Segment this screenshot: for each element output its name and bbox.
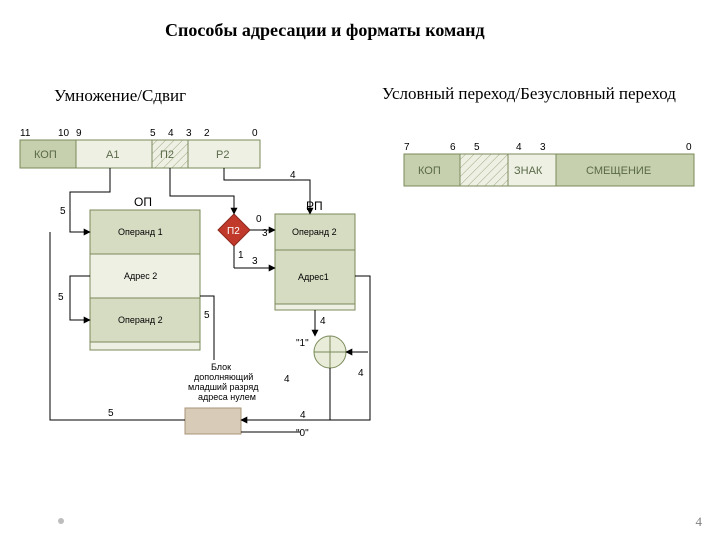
svg-text:Операнд 2: Операнд 2 bbox=[118, 315, 163, 325]
svg-text:6: 6 bbox=[450, 142, 456, 153]
svg-text:дополняющий: дополняющий bbox=[194, 372, 253, 382]
svg-text:1: 1 bbox=[238, 250, 244, 261]
svg-text:4: 4 bbox=[290, 170, 296, 181]
svg-text:ЗНАК: ЗНАК bbox=[514, 165, 543, 177]
svg-text:2: 2 bbox=[204, 128, 210, 139]
right-format: 7 6 5 4 3 0 КОП ЗНАК СМЕЩЕНИЕ bbox=[404, 142, 694, 186]
zero-pad-box bbox=[185, 408, 241, 434]
svg-text:10: 10 bbox=[58, 128, 70, 139]
svg-text:5: 5 bbox=[58, 292, 64, 303]
svg-text:4: 4 bbox=[168, 128, 174, 139]
svg-text:3: 3 bbox=[186, 128, 192, 139]
p2-diamond: П2 bbox=[218, 214, 250, 246]
svg-text:ОП: ОП bbox=[134, 195, 152, 209]
svg-text:0: 0 bbox=[256, 214, 262, 225]
svg-text:4: 4 bbox=[358, 368, 364, 379]
svg-text:"1": "1" bbox=[296, 338, 309, 349]
svg-text:0: 0 bbox=[252, 128, 258, 139]
page-number: 4 bbox=[696, 514, 703, 530]
svg-text:5: 5 bbox=[150, 128, 156, 139]
svg-text:СМЕЩЕНИЕ: СМЕЩЕНИЕ bbox=[586, 165, 651, 177]
svg-text:4: 4 bbox=[300, 410, 306, 421]
bullet-icon bbox=[58, 518, 64, 524]
svg-text:3: 3 bbox=[540, 142, 546, 153]
svg-text:11: 11 bbox=[20, 128, 31, 139]
svg-text:7: 7 bbox=[404, 142, 410, 153]
svg-text:5: 5 bbox=[60, 206, 66, 217]
svg-text:Операнд 1: Операнд 1 bbox=[118, 227, 163, 237]
svg-text:5: 5 bbox=[108, 408, 114, 419]
zero-block-label: Блок дополняющий младший разряд адреса н… bbox=[188, 362, 259, 402]
svg-text:Блок: Блок bbox=[211, 362, 231, 372]
svg-text:0: 0 bbox=[686, 142, 692, 153]
svg-text:P2: P2 bbox=[216, 149, 229, 161]
svg-text:КОП: КОП bbox=[34, 149, 57, 161]
svg-text:5: 5 bbox=[204, 310, 210, 321]
svg-text:Адрес1: Адрес1 bbox=[298, 272, 329, 282]
op-block: ОП Операнд 1 Адрес 2 Операнд 2 bbox=[90, 195, 200, 350]
svg-text:адреса нулем: адреса нулем bbox=[198, 392, 256, 402]
svg-text:Операнд 2: Операнд 2 bbox=[292, 227, 337, 237]
svg-text:9: 9 bbox=[76, 128, 82, 139]
svg-text:КОП: КОП bbox=[418, 165, 441, 177]
rp-block: РП Операнд 2 Адрес1 bbox=[275, 199, 355, 310]
diagram-canvas: 11 10 9 5 4 3 2 0 КОП A1 П2 P2 7 6 5 4 3… bbox=[0, 0, 720, 540]
svg-text:П2: П2 bbox=[160, 149, 174, 161]
svg-text:A1: A1 bbox=[106, 149, 119, 161]
svg-text:3: 3 bbox=[262, 228, 268, 239]
left-format: 11 10 9 5 4 3 2 0 КОП A1 П2 P2 bbox=[20, 128, 260, 168]
svg-text:4: 4 bbox=[320, 316, 326, 327]
svg-text:4: 4 bbox=[516, 142, 522, 153]
svg-text:П2: П2 bbox=[227, 226, 240, 237]
svg-text:РП: РП bbox=[306, 199, 323, 213]
svg-text:"0": "0" bbox=[296, 428, 309, 439]
svg-text:3: 3 bbox=[252, 256, 258, 267]
svg-text:младший разряд: младший разряд bbox=[188, 382, 259, 392]
svg-text:4: 4 bbox=[284, 374, 290, 385]
svg-text:Адрес 2: Адрес 2 bbox=[124, 271, 157, 281]
svg-text:5: 5 bbox=[474, 142, 480, 153]
